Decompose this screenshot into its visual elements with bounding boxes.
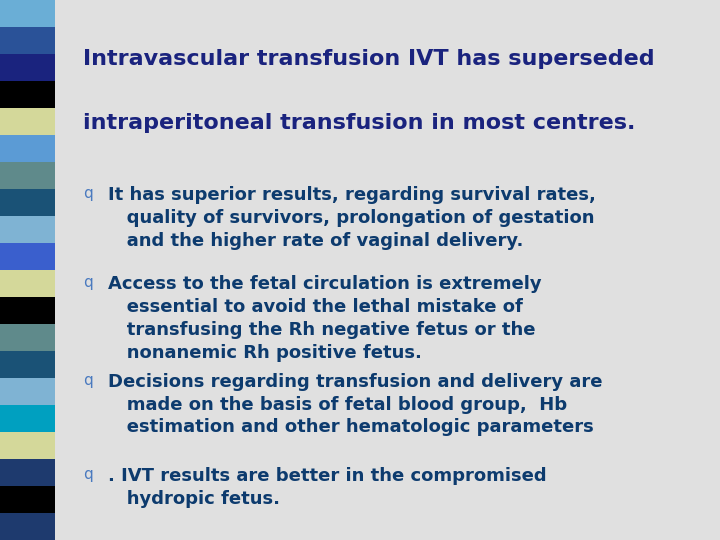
Bar: [0, 270, 55, 297]
Bar: [0, 27, 55, 54]
Bar: [0, 0, 55, 27]
Bar: [0, 513, 55, 540]
Text: Access to the fetal circulation is extremely
   essential to avoid the lethal mi: Access to the fetal circulation is extre…: [108, 275, 541, 362]
Bar: [0, 135, 55, 162]
Bar: [0, 405, 55, 432]
Text: intraperitoneal transfusion in most centres.: intraperitoneal transfusion in most cent…: [83, 113, 635, 133]
Bar: [0, 297, 55, 324]
Bar: [0, 486, 55, 513]
Bar: [0, 459, 55, 486]
Text: Decisions regarding transfusion and delivery are
   made on the basis of fetal b: Decisions regarding transfusion and deli…: [108, 373, 603, 436]
Text: . IVT results are better in the compromised
   hydropic fetus.: . IVT results are better in the compromi…: [108, 467, 546, 508]
Bar: [0, 162, 55, 189]
Bar: [0, 432, 55, 459]
Bar: [0, 378, 55, 405]
Bar: [0, 216, 55, 243]
Bar: [0, 324, 55, 351]
Bar: [0, 108, 55, 135]
Bar: [0, 81, 55, 108]
Text: q: q: [83, 186, 93, 201]
Text: It has superior results, regarding survival rates,
   quality of survivors, prol: It has superior results, regarding survi…: [108, 186, 596, 250]
Bar: [0, 243, 55, 270]
Bar: [0, 54, 55, 81]
Text: q: q: [83, 373, 93, 388]
Bar: [0, 351, 55, 378]
Bar: [0, 189, 55, 216]
Text: Intravascular transfusion IVT has superseded: Intravascular transfusion IVT has supers…: [83, 49, 654, 69]
Text: q: q: [83, 467, 93, 482]
Text: q: q: [83, 275, 93, 291]
